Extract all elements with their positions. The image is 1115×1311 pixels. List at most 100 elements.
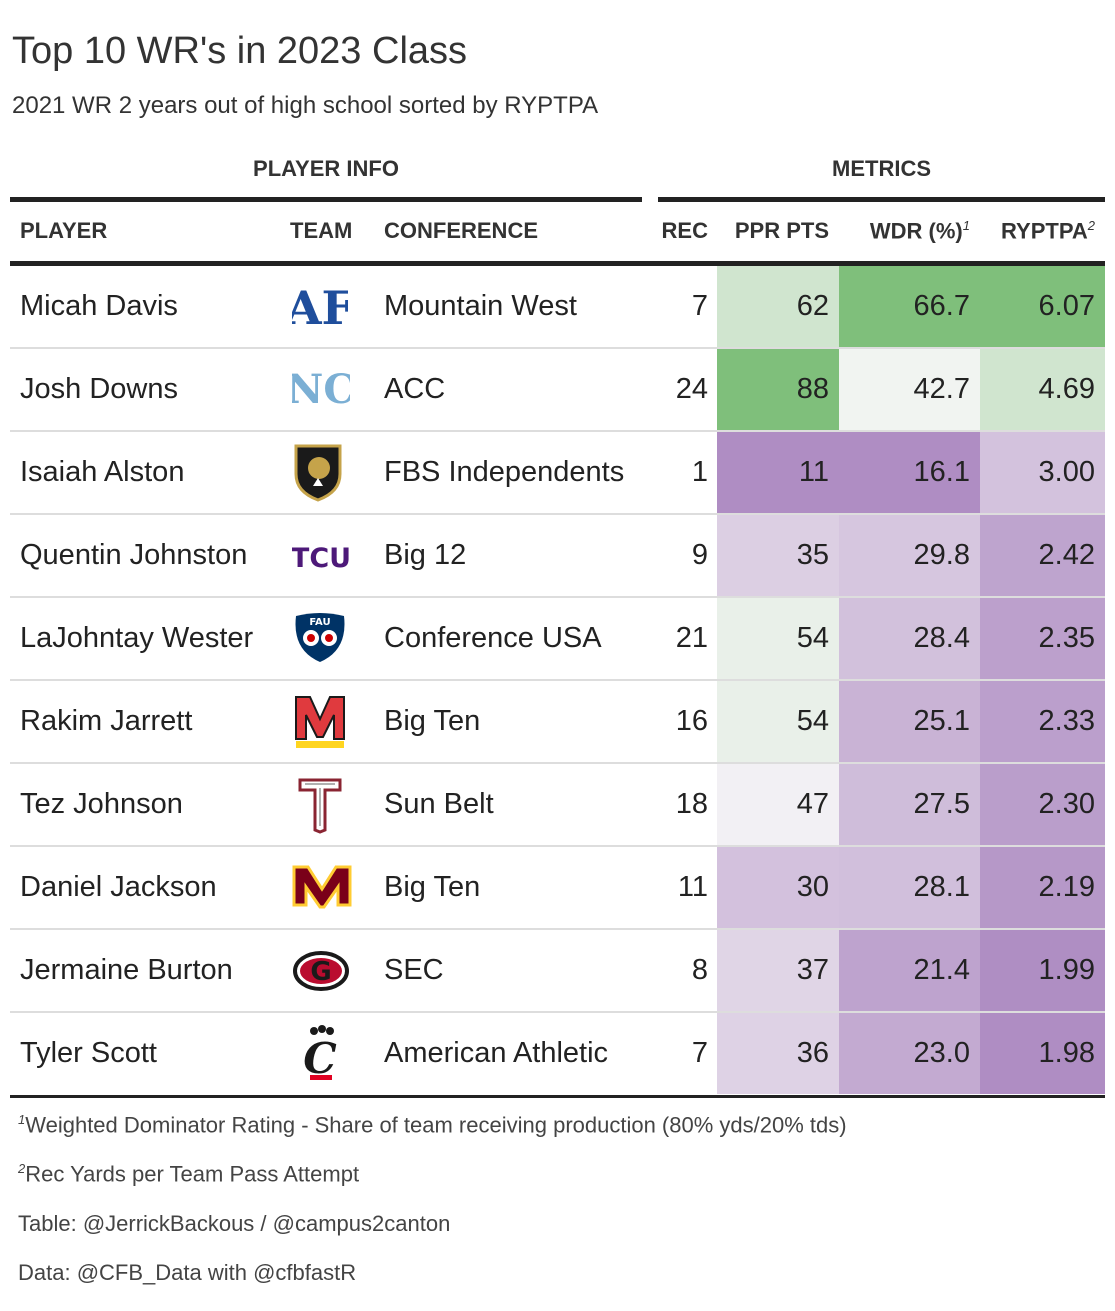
tcu-logo: TCU xyxy=(286,515,356,596)
column-header-ppr: PPR PTS xyxy=(734,218,829,243)
table-row: Quentin Johnston TCU Big 12 9 35 29.8 2.42 xyxy=(10,515,1105,598)
header-rule xyxy=(10,261,1105,266)
conference-cell: Sun Belt xyxy=(384,788,494,820)
table-row: Jermaine Burton G SEC 8 37 21.4 1.99 xyxy=(10,930,1105,1013)
ppr-pts-cell: 11 xyxy=(717,432,839,513)
table-row: Daniel Jackson Big Ten 11 30 28.1 2.19 xyxy=(10,847,1105,930)
north-carolina-logo: NC xyxy=(286,349,356,430)
wdr-cell: 16.1 xyxy=(839,432,980,513)
spanner-metrics: METRICS xyxy=(832,156,931,181)
conference-cell: SEC xyxy=(384,954,444,986)
conference-cell: ACC xyxy=(384,373,446,405)
table-subtitle: 2021 WR 2 years out of high school sorte… xyxy=(12,92,599,119)
player-name-cell: Micah Davis xyxy=(20,290,178,322)
table-row: Micah Davis AF Mountain West 7 62 66.7 6.07 xyxy=(10,266,1105,349)
footnote-1-text: Weighted Dominator Rating - Share of tea… xyxy=(25,1112,847,1138)
fau-logo: FAU xyxy=(286,598,356,679)
rec-cell: 11 xyxy=(677,871,708,903)
ryptpa-cell: 3.00 xyxy=(980,432,1105,513)
ppr-pts-cell: 54 xyxy=(717,681,839,762)
wdr-cell: 42.7 xyxy=(839,349,980,430)
ryptpa-cell: 2.30 xyxy=(980,764,1105,845)
table-bottom-rule xyxy=(10,1095,1105,1098)
table-body: Micah Davis AF Mountain West 7 62 66.7 6.07 Jos… xyxy=(10,266,1105,1096)
ppr-pts-cell: 37 xyxy=(717,930,839,1011)
army-logo xyxy=(286,432,356,513)
rec-cell: 21 xyxy=(675,622,708,654)
table-title: Top 10 WR's in 2023 Class xyxy=(12,30,468,72)
wdr-cell: 29.8 xyxy=(839,515,980,596)
air-force-logo: AF xyxy=(286,266,356,347)
column-header-conference: CONFERENCE xyxy=(384,218,539,243)
troy-logo xyxy=(286,764,356,845)
ryptpa-cell: 2.33 xyxy=(980,681,1105,762)
conference-cell: Conference USA xyxy=(384,622,602,654)
player-name-cell: Daniel Jackson xyxy=(20,871,217,903)
table-row: Tyler Scott C American Athletic 7 36 23.0 1.98 xyxy=(10,1013,1105,1096)
rec-cell: 1 xyxy=(691,456,708,488)
source-note-data: Data: @CFB_Data with @cfbfastR xyxy=(18,1260,357,1285)
ryptpa-cell: 1.99 xyxy=(980,930,1105,1011)
conference-cell: Big Ten xyxy=(384,871,481,903)
ppr-pts-cell: 35 xyxy=(717,515,839,596)
player-name-cell: Jermaine Burton xyxy=(20,954,233,986)
ryptpa-cell: 2.35 xyxy=(980,598,1105,679)
conference-cell: American Athletic xyxy=(384,1037,609,1069)
spanner-player-info-rule xyxy=(10,197,642,202)
wdr-cell: 25.1 xyxy=(839,681,980,762)
table-row: LaJohntay Wester FAU Conference USA 21 54 28.… xyxy=(10,598,1105,681)
svg-text:G: G xyxy=(310,957,331,987)
ryptpa-cell: 2.19 xyxy=(980,847,1105,928)
rec-cell: 7 xyxy=(691,1037,708,1069)
ppr-pts-cell: 54 xyxy=(717,598,839,679)
table-row: Isaiah Alston FBS Independents 1 11 16.1 3.00 xyxy=(10,432,1105,515)
player-name-cell: LaJohntay Wester xyxy=(20,622,254,654)
column-header-ryptpa-label: RYPTPA xyxy=(1000,218,1088,244)
footnote-2-mark: 2 xyxy=(18,1161,26,1176)
ppr-pts-cell: 47 xyxy=(717,764,839,845)
conference-cell: Big Ten xyxy=(384,705,481,737)
rec-cell: 9 xyxy=(691,539,708,571)
player-name-cell: Josh Downs xyxy=(20,373,178,405)
svg-text:TCU: TCU xyxy=(292,543,350,574)
wdr-cell: 27.5 xyxy=(839,764,980,845)
rec-cell: 16 xyxy=(675,705,708,737)
minnesota-logo xyxy=(286,847,356,928)
footnote-2-text: Rec Yards per Team Pass Attempt xyxy=(25,1161,360,1187)
conference-cell: FBS Independents xyxy=(384,456,625,488)
ryptpa-footnote-mark: 2 xyxy=(1087,218,1095,233)
wdr-cell: 21.4 xyxy=(839,930,980,1011)
source-note-table: Table: @JerrickBackous / @campus2canton xyxy=(18,1211,451,1236)
rec-cell: 24 xyxy=(675,373,708,405)
player-name-cell: Tyler Scott xyxy=(20,1037,157,1069)
table-row: Josh Downs NC ACC 24 88 42.7 4.69 xyxy=(10,349,1105,432)
column-header-ryptpa: RYPTPA2 xyxy=(980,218,1095,244)
footnote-2: 2Rec Yards per Team Pass Attempt xyxy=(18,1161,359,1187)
svg-text:AF: AF xyxy=(292,281,348,335)
column-header-team: TEAM xyxy=(290,218,353,243)
ppr-pts-cell: 62 xyxy=(717,266,839,347)
player-name-cell: Tez Johnson xyxy=(20,788,183,820)
spanner-player-info: PLAYER INFO xyxy=(253,156,399,181)
ppr-pts-cell: 88 xyxy=(717,349,839,430)
wdr-cell: 66.7 xyxy=(839,266,980,347)
svg-text:FAU: FAU xyxy=(309,617,330,628)
ppr-pts-cell: 30 xyxy=(717,847,839,928)
rec-cell: 8 xyxy=(691,954,708,986)
rec-cell: 7 xyxy=(691,290,708,322)
table-row: Tez Johnson Sun Belt 18 47 27.5 2.30 xyxy=(10,764,1105,847)
column-header-player: PLAYER xyxy=(20,218,108,243)
column-header-rec: REC xyxy=(661,218,708,243)
ryptpa-cell: 2.42 xyxy=(980,515,1105,596)
footnote-1: 1Weighted Dominator Rating - Share of te… xyxy=(18,1112,847,1138)
cincinnati-logo: C xyxy=(286,1013,356,1094)
spanner-metrics-rule xyxy=(658,197,1105,202)
wdr-cell: 23.0 xyxy=(839,1013,980,1094)
player-name-cell: Isaiah Alston xyxy=(20,456,185,488)
player-name-cell: Quentin Johnston xyxy=(20,539,248,571)
conference-cell: Mountain West xyxy=(384,290,577,322)
player-name-cell: Rakim Jarrett xyxy=(20,705,193,737)
svg-text:C: C xyxy=(303,1034,337,1083)
wdr-cell: 28.4 xyxy=(839,598,980,679)
column-header-wdr-label: WDR (%) xyxy=(869,218,963,244)
